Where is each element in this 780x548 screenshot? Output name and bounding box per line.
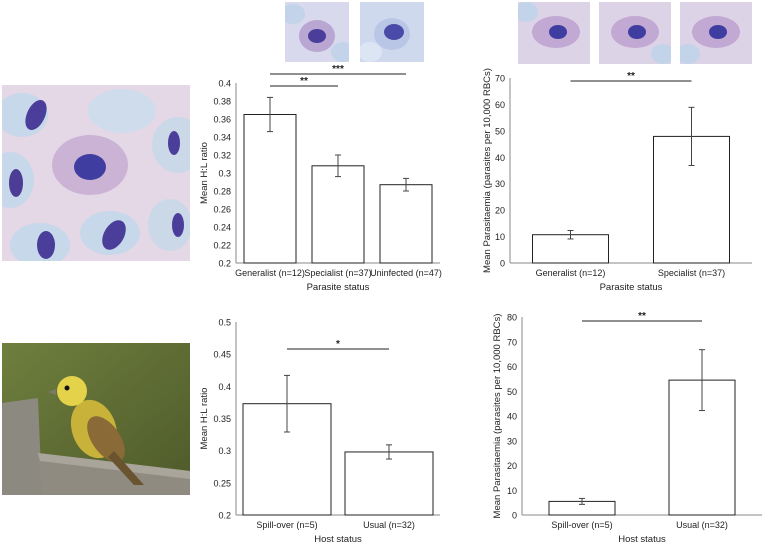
category-label: Spill-over (n=5) — [256, 520, 317, 530]
y-tick-label: 20 — [507, 461, 517, 471]
y-axis-label: Mean H:L ratio — [199, 142, 210, 204]
blood-cell-thumb-2 — [360, 2, 424, 62]
y-tick-label: 20 — [495, 206, 505, 216]
blood-cell-photo-large — [2, 85, 190, 261]
blood-cell-thumb-5 — [680, 2, 752, 64]
y-tick-label: 0.35 — [213, 414, 231, 424]
x-axis-label: Host status — [618, 534, 666, 545]
category-label: Usual (n=32) — [363, 520, 415, 530]
blood-cell-thumb-1 — [285, 2, 349, 62]
bar — [344, 451, 434, 516]
category-label: Uninfected (n=47) — [370, 268, 442, 278]
y-tick-label: 0.24 — [213, 223, 231, 233]
x-axis-label: Parasite status — [307, 282, 370, 293]
significance-label: ** — [638, 311, 646, 322]
category-label: Spill-over (n=5) — [551, 520, 612, 530]
y-axis-label: Mean Parasitaemia (parasites per 10,000 … — [492, 314, 503, 519]
y-tick-label: 10 — [507, 486, 517, 496]
y-tick-label: 60 — [507, 362, 517, 372]
parasitaemia-parasite-chart: 0 10 20 30 40 50 60 70 Generalist (n=12) Speciali… — [482, 68, 752, 293]
y-tick-label: 40 — [495, 153, 505, 163]
y-tick-label: 0.25 — [213, 478, 231, 488]
y-tick-label: 0.38 — [213, 97, 231, 107]
y-tick-label: 0.2 — [218, 259, 231, 269]
y-tick-label: 70 — [495, 74, 505, 84]
y-tick-label: 60 — [495, 100, 505, 110]
y-tick-label: 0.3 — [218, 169, 231, 179]
category-label: Usual (n=32) — [676, 520, 728, 530]
blood-cell-thumb-4 — [599, 2, 671, 64]
bar — [311, 165, 365, 264]
y-tick-label: 0.3 — [218, 446, 231, 456]
y-axis-label: Mean Parasitaemia (parasites per 10,000 … — [482, 68, 493, 273]
y-tick-label: 0 — [512, 511, 517, 521]
y-tick-label: 0.32 — [213, 151, 231, 161]
y-tick-label: 0.45 — [213, 350, 231, 360]
y-tick-label: 50 — [495, 126, 505, 136]
y-tick-label: 80 — [507, 313, 517, 323]
y-tick-label: 0.28 — [213, 187, 231, 197]
category-label: Specialist (n=37) — [658, 268, 725, 278]
parasitaemia-host-chart: 0 10 20 30 40 50 60 70 80 Spill-over (n=5) Usual (… — [492, 311, 762, 545]
y-axis-label: Mean H:L ratio — [199, 388, 210, 450]
significance-label: ** — [627, 71, 635, 82]
x-axis-label: Parasite status — [600, 282, 663, 293]
significance-label: ** — [300, 76, 308, 87]
blood-cell-thumb-3 — [518, 2, 590, 64]
x-axis-label: Host status — [314, 534, 362, 545]
category-label: Generalist (n=12) — [536, 268, 606, 278]
y-tick-label: 30 — [495, 179, 505, 189]
yellowhammer-bird-photo — [2, 343, 190, 495]
y-tick-label: 0.4 — [218, 79, 231, 89]
y-tick-label: 50 — [507, 387, 517, 397]
bar — [379, 184, 433, 264]
y-tick-label: 30 — [507, 436, 517, 446]
hl-ratio-host-chart: 0.2 0.25 0.3 0.35 0.4 0.45 0.5 Spill-over (n=5)… — [199, 318, 440, 545]
y-tick-label: 0.5 — [218, 318, 231, 328]
significance-label: * — [336, 339, 340, 350]
y-tick-label: 0.34 — [213, 133, 231, 143]
y-tick-label: 0.36 — [213, 115, 231, 125]
y-tick-label: 0.26 — [213, 205, 231, 215]
significance-label: *** — [332, 64, 344, 75]
bar — [243, 114, 297, 264]
hl-ratio-parasite-chart: 0.2 0.22 0.24 0.26 0.28 0.3 0.32 0.34 0.36 0.38 0.… — [199, 64, 442, 293]
y-tick-label: 40 — [507, 412, 517, 422]
category-label: Specialist (n=37) — [304, 268, 371, 278]
y-tick-label: 0.2 — [218, 511, 231, 521]
category-label: Generalist (n=12) — [235, 268, 305, 278]
y-tick-label: 10 — [495, 232, 505, 242]
y-tick-label: 0 — [500, 259, 505, 269]
y-tick-label: 0.22 — [213, 241, 231, 251]
y-tick-label: 70 — [507, 337, 517, 347]
y-tick-label: 0.4 — [218, 382, 231, 392]
